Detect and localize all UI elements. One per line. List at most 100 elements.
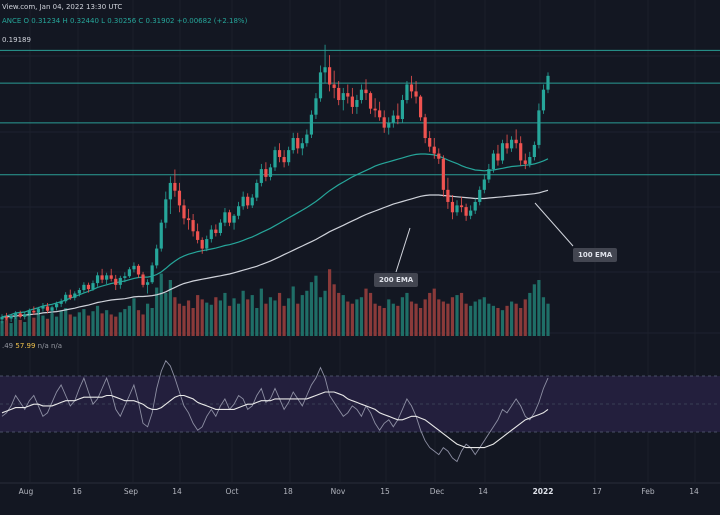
volume-bar (309, 282, 313, 336)
volume-bar (368, 292, 373, 336)
volume-bar (45, 318, 50, 336)
ema-callouts (395, 202, 574, 273)
volume-bar (337, 292, 341, 336)
candle-body (237, 206, 241, 216)
volume-bar (482, 297, 486, 336)
candle-body (23, 314, 27, 317)
volume-bar (86, 315, 91, 336)
time-tick-label: 14 (172, 487, 182, 496)
volume-bar (450, 297, 455, 336)
candle-body (155, 248, 159, 266)
candle-body (400, 100, 404, 120)
volume-bar (459, 292, 464, 336)
volume-bar (505, 305, 509, 336)
volume-bar (82, 309, 86, 336)
ema200-line (2, 189, 549, 318)
volume-bar (64, 308, 68, 336)
candle-body (73, 293, 77, 298)
volume-bar (423, 299, 427, 336)
candle-body (500, 143, 505, 161)
volume-bar (132, 298, 136, 336)
candle-body (464, 207, 468, 216)
candle-body (373, 108, 377, 111)
volume-bar (237, 303, 241, 336)
volume-bar (378, 305, 382, 336)
volume-bar (214, 297, 218, 336)
volume-bar (323, 290, 327, 336)
volume-bar (350, 303, 354, 336)
candle-body (391, 115, 395, 123)
volume-bar (114, 316, 118, 336)
ema200-pointer (395, 227, 411, 273)
volume-bar (487, 303, 491, 336)
candle-body (505, 143, 509, 149)
candle-body (186, 218, 191, 221)
candle-body (528, 157, 532, 164)
candle-body (173, 182, 177, 191)
volume-bar (241, 290, 245, 336)
volume-bar (68, 314, 72, 336)
rsi-pane (0, 359, 720, 463)
candle-body (296, 138, 300, 149)
volume-bar (400, 297, 404, 336)
candle-body (4, 316, 9, 319)
candle-body (337, 87, 341, 101)
candle-body (250, 197, 254, 206)
rsi-ma-line (1, 391, 549, 449)
volume-bar (528, 292, 532, 336)
volume-bar (232, 298, 236, 336)
time-axis: Aug 16 Sep 14 Oct 18 Nov 15 Dec 14 2022 17 Feb 14 (0, 482, 720, 496)
time-tick-label: Aug (19, 487, 34, 496)
candle-body (182, 205, 186, 219)
volume-bar (100, 313, 104, 336)
volume-bar (305, 290, 309, 336)
candle-body (168, 182, 172, 200)
volume-bars (0, 269, 550, 336)
volume-bar (432, 288, 436, 336)
time-tick-label: 14 (478, 487, 488, 496)
candle-body (123, 276, 127, 278)
volume-bar (155, 287, 159, 336)
candle-body (232, 215, 236, 223)
volume-bar (500, 310, 505, 336)
candle-body (382, 117, 386, 128)
candle-body (146, 282, 150, 285)
candle-body (282, 157, 286, 163)
candle-body (18, 313, 22, 317)
volume-bar (318, 297, 323, 336)
candle-body (328, 67, 332, 85)
volume-bar (91, 311, 95, 336)
volume-bar (0, 320, 4, 336)
candle-body (55, 303, 59, 308)
candle-body (546, 75, 550, 90)
candle-body (473, 201, 477, 211)
volume-bar (196, 295, 200, 336)
candle-body (91, 283, 95, 290)
volume-bar (191, 308, 195, 336)
candle-body (114, 278, 118, 285)
ohlc-readout: ANCE O 0.31234 H 0.32440 L 0.30256 C 0.3… (2, 17, 248, 25)
candle-body (277, 150, 282, 158)
time-tick-label: Dec (430, 487, 445, 496)
volume-bar (291, 286, 295, 336)
volume-bar (491, 305, 495, 336)
volume-bar (387, 299, 391, 336)
candle-body (346, 93, 350, 97)
candle-body (86, 284, 91, 290)
volume-bar (405, 292, 409, 336)
volume-bar (510, 301, 514, 336)
volume-bar (95, 305, 100, 336)
rsi-readout-prefix: .49 (2, 342, 14, 350)
candle-body (496, 153, 500, 161)
volume-bar (136, 310, 141, 336)
candle-body (510, 139, 514, 149)
volume-bar (27, 314, 31, 336)
candle-body (0, 316, 4, 320)
volume-bar (473, 301, 477, 336)
candle-body (514, 139, 518, 144)
volume-bar (519, 308, 523, 336)
ema100-label: 100 EMA (573, 248, 618, 262)
volume-bar (414, 303, 418, 336)
volume-bar (282, 305, 286, 336)
